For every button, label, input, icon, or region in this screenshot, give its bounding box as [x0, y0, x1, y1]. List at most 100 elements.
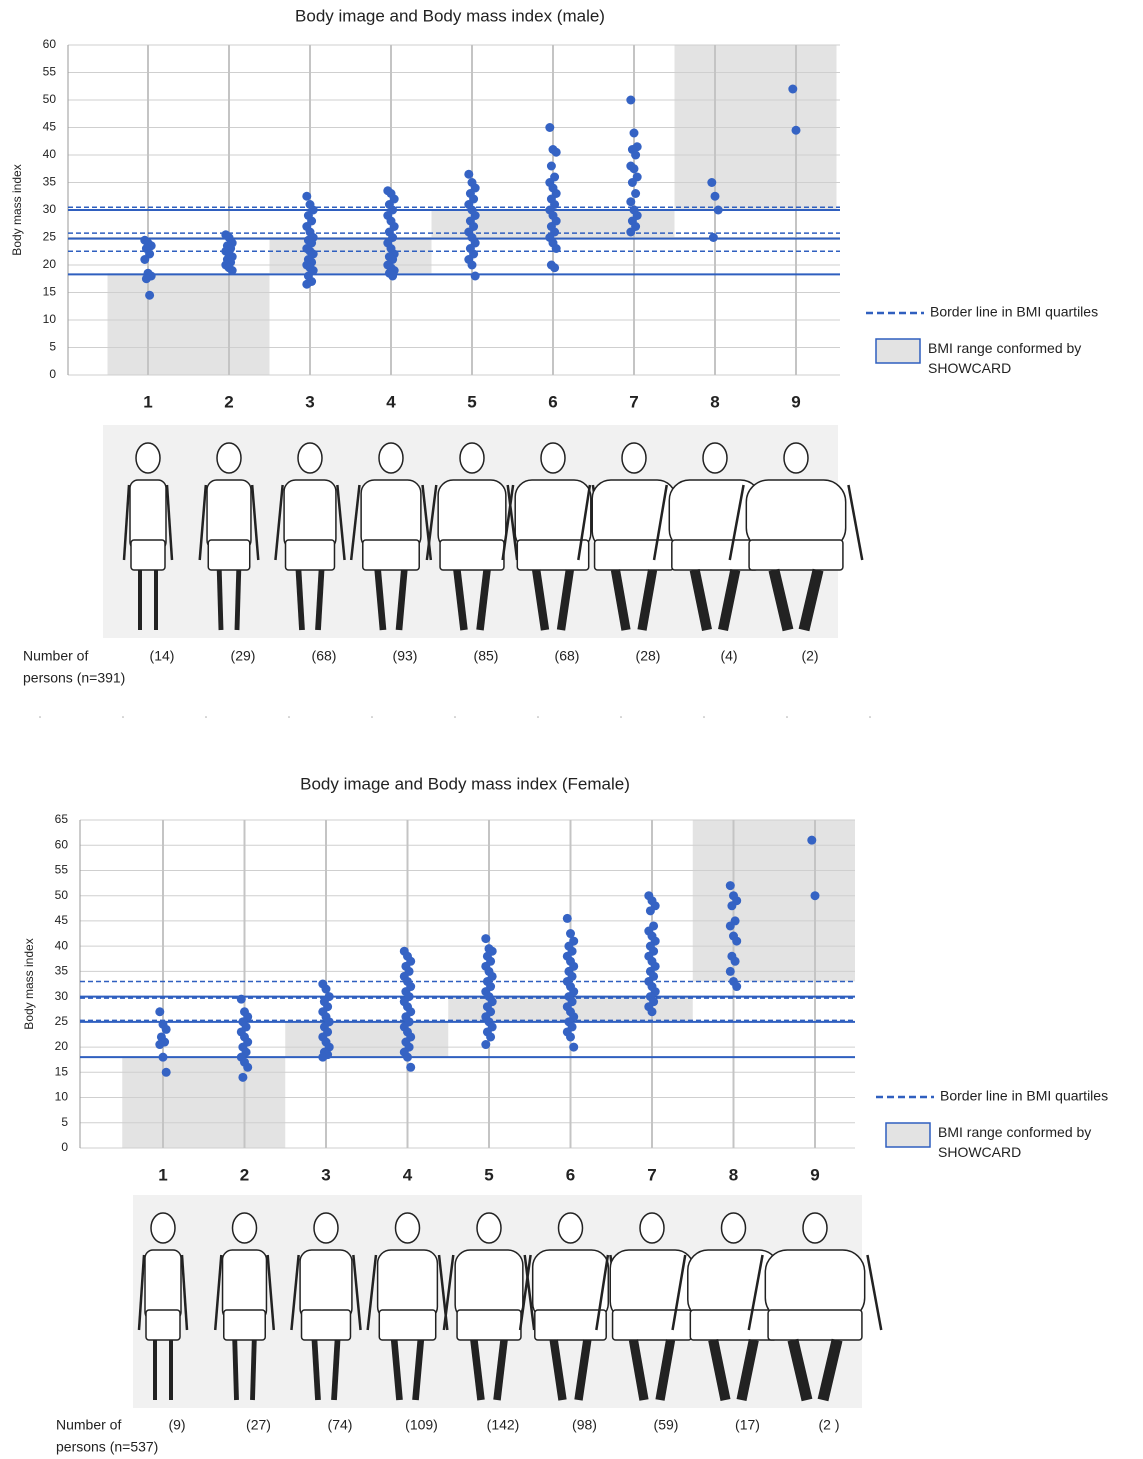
data-point	[631, 151, 640, 160]
figure-shorts	[768, 1310, 862, 1340]
separator-dot	[454, 716, 456, 718]
data-point	[707, 178, 716, 187]
data-point	[243, 1063, 252, 1072]
data-point	[648, 1007, 657, 1016]
y-tick-label: 20	[55, 1039, 69, 1053]
figure-shorts	[131, 540, 165, 570]
data-point	[726, 881, 735, 890]
y-tick-label: 10	[55, 1090, 69, 1104]
x-tick-label: 9	[791, 392, 800, 411]
legend-swatch	[876, 339, 920, 363]
y-tick-label: 55	[55, 863, 69, 877]
data-point	[807, 836, 816, 845]
count-label: (28)	[636, 648, 661, 664]
figure-shorts	[379, 1310, 435, 1340]
data-point	[464, 170, 473, 179]
y-tick-label: 45	[43, 120, 57, 134]
data-point	[468, 261, 477, 270]
figure-shorts	[690, 1310, 776, 1340]
data-point	[569, 1043, 578, 1052]
data-point	[388, 272, 397, 281]
y-tick-label: 20	[43, 257, 57, 271]
figure-arm	[867, 1255, 881, 1330]
data-point	[731, 957, 740, 966]
figure-head	[217, 443, 241, 473]
y-tick-label: 40	[55, 938, 69, 952]
data-point	[159, 1053, 168, 1062]
x-tick-label: 3	[305, 392, 314, 411]
figure-arm	[848, 485, 862, 560]
figure-head	[460, 443, 484, 473]
x-tick-label: 3	[321, 1165, 330, 1184]
x-tick-label: 1	[158, 1165, 167, 1184]
y-tick-label: 0	[49, 367, 56, 381]
separator-dot	[537, 716, 539, 718]
separator-dot	[122, 716, 124, 718]
x-tick-label: 8	[710, 392, 719, 411]
figure-shorts	[363, 540, 419, 570]
data-point	[732, 982, 741, 991]
count-label: (59)	[654, 1417, 679, 1433]
data-point	[626, 197, 635, 206]
data-point	[481, 1040, 490, 1049]
x-tick-label: 4	[403, 1165, 413, 1184]
data-point	[552, 244, 561, 253]
data-point	[630, 129, 639, 138]
count-label: (74)	[328, 1417, 353, 1433]
figure-head	[803, 1213, 827, 1243]
x-tick-label: 7	[629, 392, 638, 411]
x-tick-label: 5	[467, 392, 476, 411]
figure-leg	[235, 1340, 237, 1400]
figure-shorts	[224, 1310, 265, 1340]
data-point	[630, 164, 639, 173]
y-tick-label: 65	[55, 812, 69, 826]
legend-swatch	[886, 1123, 930, 1147]
data-point	[792, 126, 801, 135]
data-point	[626, 228, 635, 237]
y-tick-label: 25	[55, 1014, 69, 1028]
separator-dot	[786, 716, 788, 718]
n-label: Number of	[23, 648, 88, 664]
y-tick-label: 55	[43, 65, 57, 79]
y-tick-label: 50	[43, 92, 57, 106]
count-label: (4)	[720, 648, 737, 664]
y-axis-label: Body mass index	[10, 164, 24, 255]
data-point	[486, 1032, 495, 1041]
figure-head	[703, 443, 727, 473]
x-tick-label: 5	[484, 1165, 493, 1184]
data-point	[155, 1040, 164, 1049]
x-tick-label: 8	[729, 1165, 738, 1184]
data-point	[550, 263, 559, 272]
figure-leg	[334, 1340, 338, 1400]
separator-dot	[703, 716, 705, 718]
showcard-range	[122, 1057, 285, 1148]
data-point	[302, 280, 311, 289]
data-point	[481, 934, 490, 943]
data-point	[726, 921, 735, 930]
data-point	[726, 967, 735, 976]
data-point	[552, 148, 561, 157]
legend-label: Border line in BMI quartiles	[940, 1088, 1108, 1104]
figure-leg	[314, 1340, 318, 1400]
data-point	[628, 178, 637, 187]
y-tick-label: 30	[55, 989, 69, 1003]
figure-head	[396, 1213, 420, 1243]
x-tick-label: 6	[548, 392, 557, 411]
figure-shorts	[457, 1310, 521, 1340]
figure-shorts	[535, 1310, 606, 1340]
figure-shorts	[286, 540, 335, 570]
separator-dot	[205, 716, 207, 718]
y-tick-label: 50	[55, 888, 69, 902]
count-label: (93)	[393, 648, 418, 664]
data-point	[238, 1073, 247, 1082]
chart-title: Body image and Body mass index (male)	[295, 6, 605, 25]
data-point	[140, 255, 149, 264]
data-point	[155, 1007, 164, 1016]
x-tick-label: 1	[143, 392, 152, 411]
data-point	[545, 123, 554, 132]
x-tick-label: 4	[386, 392, 396, 411]
figure-shorts	[749, 540, 843, 570]
x-tick-label: 2	[240, 1165, 249, 1184]
figure-head	[477, 1213, 501, 1243]
